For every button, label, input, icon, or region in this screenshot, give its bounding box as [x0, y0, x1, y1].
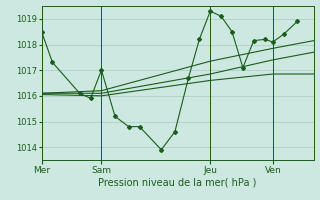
X-axis label: Pression niveau de la mer( hPa ): Pression niveau de la mer( hPa ) [99, 177, 257, 187]
